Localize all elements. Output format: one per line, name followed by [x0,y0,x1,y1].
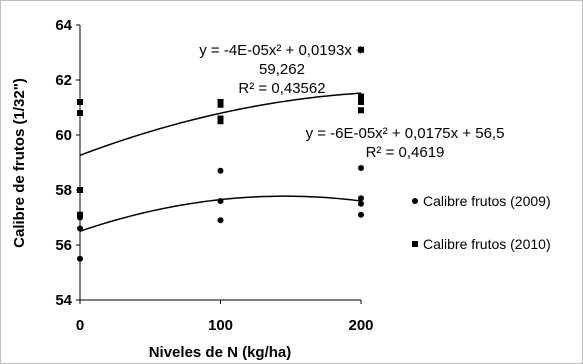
legend-marker-2010 [412,241,418,247]
y-tick-label: 56 [55,237,72,254]
legend: Calibre frutos (2009) Calibre frutos (20… [412,193,551,252]
equation-2010-line2: 59,262 [259,61,305,78]
point-series-0 [358,165,364,171]
equation-2009-r2: R² = 0,4619 [366,144,445,161]
point-series-0 [217,167,224,174]
point-series-1 [77,211,83,218]
data-points [77,46,364,262]
equation-2010-line1: y = -4E-05x² + 0,0193x + [199,42,365,59]
equation-2009-line1: y = -6E-05x² + 0,0175x + 56,5 [306,125,505,142]
point-series-1 [358,107,364,114]
equation-2010-r2: R² = 0,43562 [238,80,325,97]
y-tick-label: 62 [55,72,72,89]
y-tick-label: 54 [55,292,72,309]
y-tick-label: 64 [55,17,72,34]
ticks: 54 56 58 60 62 64 0 100 200 [55,17,373,334]
point-series-1 [217,118,224,125]
point-series-0 [77,225,83,232]
point-series-0 [217,198,224,204]
point-series-0 [217,217,224,224]
point-series-1 [217,101,224,108]
y-tick-label: 60 [55,127,72,144]
trendline-equation-2010: y = -4E-05x² + 0,0193x + 59,262 R² = 0,4… [199,42,365,97]
x-tick-label: 200 [348,317,373,334]
point-series-1 [77,187,83,193]
point-series-0 [77,255,83,262]
legend-marker-2009 [412,198,418,204]
point-series-1 [77,110,83,116]
x-tick-label: 0 [76,317,84,334]
point-series-0 [358,200,364,207]
legend-label-2009: Calibre frutos (2009) [423,193,551,209]
y-axis-title: Calibre de frutos (1/32") [11,78,28,248]
point-series-0 [358,211,364,218]
point-series-1 [77,99,83,105]
trendline-equation-2009: y = -6E-05x² + 0,0175x + 56,5 R² = 0,461… [306,125,505,161]
point-series-0 [358,195,364,202]
y-tick-label: 58 [55,182,72,199]
point-series-1 [358,99,364,105]
legend-label-2010: Calibre frutos (2010) [423,236,551,252]
point-series-1 [358,46,364,53]
x-tick-label: 100 [208,317,233,334]
trendline-series-1 [79,92,362,156]
x-axis-title: Niveles de N (kg/ha) [149,344,292,361]
point-series-1 [358,93,364,100]
